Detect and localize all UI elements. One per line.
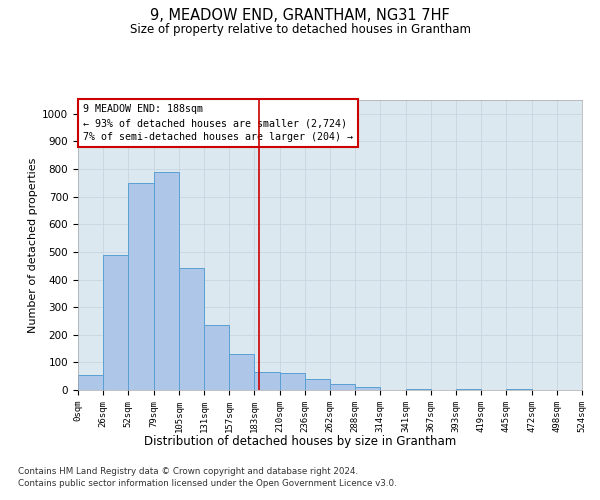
Bar <box>330 384 355 390</box>
Text: Size of property relative to detached houses in Grantham: Size of property relative to detached ho… <box>130 22 470 36</box>
Text: Distribution of detached houses by size in Grantham: Distribution of detached houses by size … <box>144 435 456 448</box>
Bar <box>78 375 103 390</box>
Bar <box>204 325 229 390</box>
Bar <box>280 374 305 390</box>
Bar <box>128 183 154 390</box>
Bar <box>103 254 128 390</box>
Bar <box>506 388 532 390</box>
Bar <box>179 268 204 390</box>
Bar <box>406 388 431 390</box>
Bar <box>154 172 179 390</box>
Bar <box>355 387 380 390</box>
Text: 9, MEADOW END, GRANTHAM, NG31 7HF: 9, MEADOW END, GRANTHAM, NG31 7HF <box>150 8 450 22</box>
Text: 9 MEADOW END: 188sqm
← 93% of detached houses are smaller (2,724)
7% of semi-det: 9 MEADOW END: 188sqm ← 93% of detached h… <box>83 104 353 142</box>
Y-axis label: Number of detached properties: Number of detached properties <box>28 158 38 332</box>
Bar <box>229 354 254 390</box>
Text: Contains HM Land Registry data © Crown copyright and database right 2024.: Contains HM Land Registry data © Crown c… <box>18 468 358 476</box>
Bar <box>456 388 481 390</box>
Bar <box>254 372 280 390</box>
Bar <box>305 379 330 390</box>
Text: Contains public sector information licensed under the Open Government Licence v3: Contains public sector information licen… <box>18 479 397 488</box>
